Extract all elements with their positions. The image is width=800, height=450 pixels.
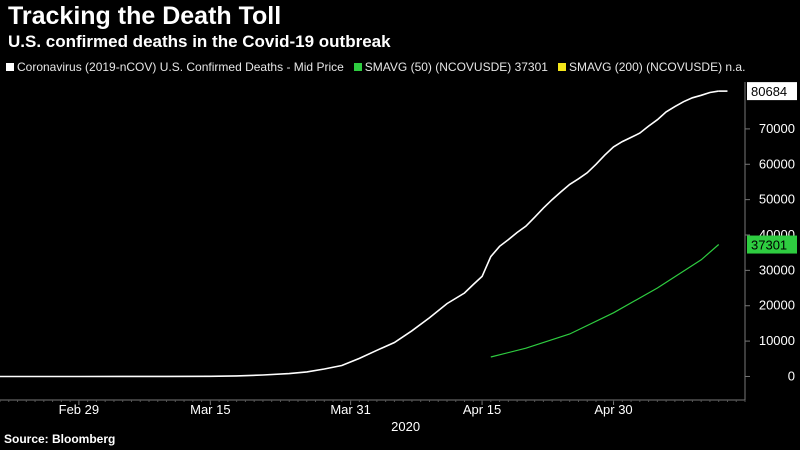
x-axis: Feb 29 Mar 15 Mar 31 Apr 15 Apr 30 2020 [0,400,746,434]
last-value-badges: 80684 37301 [747,82,797,254]
chart-title: Tracking the Death Toll [8,2,282,30]
legend-item-sma200: SMAVG (200) (NCOVUSDE) n.a. [557,60,746,74]
y-tick-label: 0 [788,368,795,383]
legend-swatch-sma50 [353,63,362,71]
x-year-label: 2020 [391,419,420,434]
sma50-line [490,244,720,358]
legend-swatch-deaths [6,63,14,71]
last-value-text-deaths: 80684 [751,84,787,99]
y-tick-label: 10000 [759,333,795,348]
legend-item-sma50: SMAVG (50) (NCOVUSDE) 37301 [353,60,548,74]
legend-label-sma50: SMAVG (50) (NCOVUSDE) 37301 [364,60,548,74]
chart-subtitle: U.S. confirmed deaths in the Covid-19 ou… [8,32,391,51]
x-tick-label: Apr 30 [594,402,632,417]
x-tick-label: Mar 15 [190,402,230,417]
y-tick-label: 70000 [759,121,795,136]
source-note: Source: Bloomberg [4,432,116,446]
last-value-badge-sma50 [747,235,797,254]
legend-swatch-sma200 [557,63,566,71]
legend-label-sma200: SMAVG (200) (NCOVUSDE) n.a. [568,60,746,74]
y-tick-label: 50000 [759,192,795,207]
series-group [0,90,728,378]
last-value-text-sma50: 37301 [751,238,787,253]
x-tick-label: Mar 31 [330,402,370,417]
deaths-line [0,90,719,378]
x-tick-label: Feb 29 [59,402,99,417]
last-value-badge-deaths [747,82,797,101]
y-tick-label: 20000 [759,298,795,313]
legend-item-deaths: Coronavirus (2019-nCOV) U.S. Confirmed D… [6,60,344,74]
legend: Coronavirus (2019-nCOV) U.S. Confirmed D… [6,60,745,74]
y-tick-label: 60000 [759,156,795,171]
x-tick-label: Apr 15 [463,402,501,417]
y-tick-label: 30000 [759,262,795,277]
legend-label-deaths: Coronavirus (2019-nCOV) U.S. Confirmed D… [17,60,344,74]
